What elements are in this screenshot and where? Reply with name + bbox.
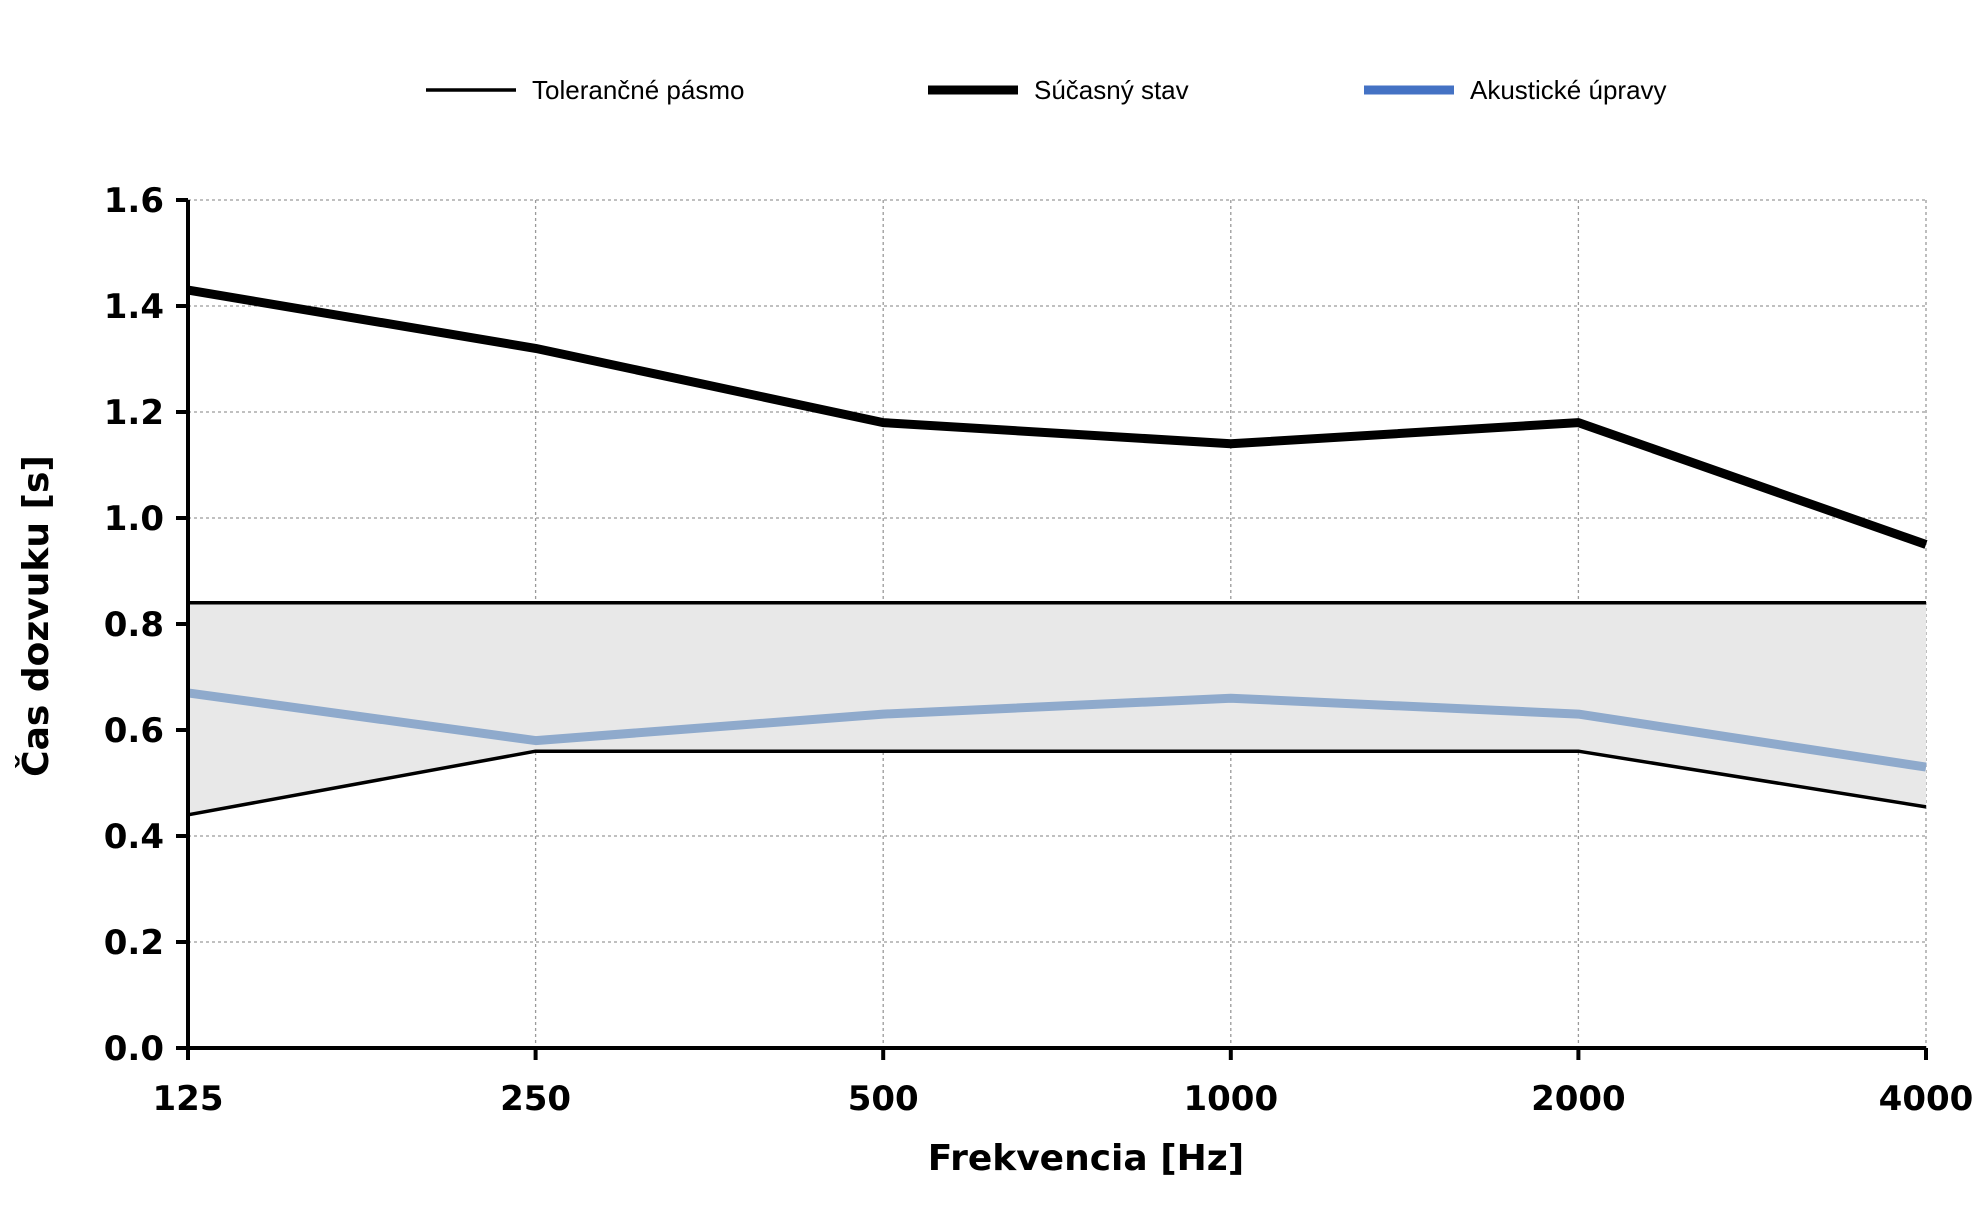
y-tick-label: 1.2 — [104, 393, 164, 433]
legend-label-1: Tolerančné pásmo — [532, 75, 744, 105]
legend-label-2: Súčasný stav — [1034, 75, 1189, 105]
y-tick-label: 1.6 — [104, 181, 164, 221]
x-tick-label: 125 — [153, 1079, 224, 1119]
legend-label-3: Akustické úpravy — [1470, 75, 1667, 105]
legend: Tolerančné pásmo Súčasný stav Akustické úp… — [426, 75, 1667, 105]
x-tick-label: 4000 — [1879, 1079, 1974, 1119]
y-axis-title: Čas dozvuku [s] — [15, 455, 57, 777]
y-tick-label: 0.0 — [104, 1029, 164, 1069]
y-tick-label: 1.0 — [104, 499, 164, 539]
y-tick-label: 0.6 — [104, 711, 164, 751]
x-tick-label: 500 — [848, 1079, 919, 1119]
y-tick-label: 0.8 — [104, 605, 164, 645]
x-tick-label: 250 — [500, 1079, 571, 1119]
y-tick-label: 0.2 — [104, 923, 164, 963]
y-tick-label: 0.4 — [104, 817, 164, 857]
series-line-1 — [188, 290, 1926, 544]
x-tick-label: 1000 — [1183, 1079, 1278, 1119]
x-axis-title: Frekvencia [Hz] — [928, 1138, 1244, 1179]
x-tick-label: 2000 — [1531, 1079, 1626, 1119]
y-tick-label: 1.4 — [104, 287, 164, 327]
